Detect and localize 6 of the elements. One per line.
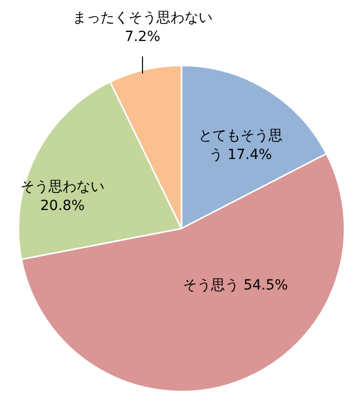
slice-label: まったくそう思わない — [72, 10, 212, 26]
slice-label: とてもそう思う 17.4% — [198, 128, 282, 164]
data-label: 7.2% — [124, 29, 160, 46]
slice-label: そう思う 54.5% — [183, 278, 288, 294]
slice-label: そう思わない — [20, 178, 104, 195]
data-label: 20.8% — [40, 198, 85, 214]
